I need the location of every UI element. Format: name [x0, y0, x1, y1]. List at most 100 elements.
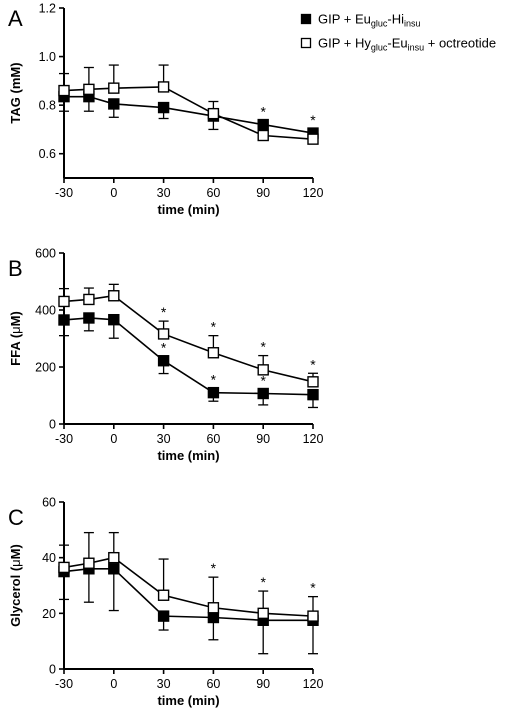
- data-point-open: [108, 82, 120, 94]
- series-filled: [58, 563, 319, 655]
- data-point-open: [207, 107, 220, 120]
- series-line: [63, 86, 314, 140]
- y-tick-label: 0.8: [39, 99, 56, 113]
- y-axis-label-main: Glycerol (: [8, 566, 23, 627]
- series-line: [63, 556, 314, 617]
- data-point-filled: [207, 386, 220, 399]
- significance-marker: *: [161, 304, 167, 320]
- legend-label-open: GIP + Hygluc-Euinsu + octreotide: [318, 36, 496, 53]
- y-axis-label-mu: μ: [8, 559, 23, 567]
- series-line: [63, 567, 313, 622]
- y-axis-label-main: FFA (: [8, 333, 23, 366]
- data-point-open: [108, 290, 120, 302]
- data-point-open: [307, 133, 319, 145]
- y-tick-label: 40: [42, 551, 56, 565]
- x-tick-label: 60: [206, 186, 220, 200]
- x-tick-label: -30: [55, 186, 73, 200]
- data-point-filled: [83, 312, 95, 324]
- data-point-open: [108, 551, 120, 564]
- data-point-open: [157, 328, 170, 340]
- x-tick-label: -30: [55, 432, 73, 446]
- y-tick-label: 200: [35, 361, 56, 375]
- x-tick-label: 120: [303, 677, 324, 691]
- legend-entry-filled: GIP + Eugluc-Hiinsu: [300, 12, 421, 29]
- data-point-open: [257, 607, 269, 620]
- x-tick-label: 0: [110, 432, 117, 446]
- data-point-open: [83, 557, 95, 569]
- significance-marker: *: [310, 356, 316, 372]
- series-open: [58, 531, 319, 622]
- x-tick-label: 0: [110, 186, 117, 200]
- data-point-filled: [257, 387, 269, 400]
- significance-marker: *: [260, 104, 266, 120]
- data-point-filled: [257, 118, 269, 131]
- y-tick-label: 0.6: [39, 147, 56, 161]
- data-point-filled: [157, 355, 170, 367]
- data-point-open: [257, 129, 269, 142]
- data-point-open: [307, 610, 319, 622]
- y-axis-label: Glycerol (μM): [8, 544, 23, 627]
- data-point-open: [157, 589, 170, 601]
- y-axis-label: FFA (μM): [8, 311, 23, 366]
- x-tick-label: 120: [303, 432, 324, 446]
- significance-marker: *: [211, 560, 217, 576]
- significance-marker: *: [260, 373, 266, 389]
- data-point-open: [83, 293, 95, 306]
- data-point-open: [58, 561, 70, 574]
- x-tick-label: 60: [206, 677, 220, 691]
- legend-entry-open: GIP + Hygluc-Euinsu + octreotide: [300, 36, 496, 53]
- significance-marker: *: [211, 372, 217, 388]
- significance-marker: *: [211, 319, 217, 335]
- panels: A 0.6 0.8 1.0 1.2 -30 0 30 60 90 120 time (min) TAG …: [8, 2, 323, 708]
- panel-label: C: [8, 505, 24, 530]
- data-point-open: [58, 295, 70, 308]
- y-tick-label: 1.0: [39, 50, 56, 64]
- y-axis-label-mu: μ: [8, 326, 23, 334]
- data-point-filled: [207, 611, 220, 624]
- series-open: [58, 283, 319, 388]
- y-tick-label: 400: [35, 304, 56, 318]
- significance-marker: *: [260, 574, 266, 590]
- series-filled: [58, 312, 319, 409]
- panel-label: A: [8, 6, 23, 31]
- x-tick-label: 60: [206, 432, 220, 446]
- legend-marker-open-square: [300, 37, 312, 49]
- y-tick-label: 600: [35, 247, 56, 261]
- significance-marker: *: [161, 340, 167, 356]
- series-filled: [58, 90, 319, 139]
- data-point-open: [257, 364, 269, 376]
- data-point-open: [83, 83, 95, 96]
- series-line: [63, 294, 314, 383]
- significance-marker: *: [310, 580, 316, 596]
- x-tick-label: 90: [256, 186, 270, 200]
- significance-marker: *: [310, 112, 316, 128]
- x-tick-label: 0: [110, 677, 117, 691]
- x-tick-label: 120: [303, 186, 324, 200]
- y-axis-label: TAG (mM): [8, 62, 23, 123]
- x-tick-label: 90: [256, 432, 270, 446]
- y-axis-label-tail: M): [8, 311, 23, 326]
- x-axis-label: time (min): [157, 202, 219, 217]
- data-point-filled: [58, 314, 70, 326]
- legend-label-filled: GIP + Eugluc-Hiinsu: [318, 12, 421, 29]
- panel-a: A 0.6 0.8 1.0 1.2 -30 0 30 60 90 120 time (min) TAG …: [8, 2, 323, 218]
- legend: GIP + Eugluc-Hiinsu GIP + Hygluc-Euinsu …: [300, 12, 496, 53]
- series-open: [58, 64, 319, 145]
- y-tick-label: 1.2: [39, 2, 56, 16]
- x-axis-label: time (min): [157, 448, 219, 463]
- data-point-filled: [157, 610, 170, 622]
- y-tick-label: 20: [42, 607, 56, 621]
- panel-label: B: [8, 256, 23, 281]
- data-point-filled: [108, 313, 120, 326]
- y-tick-label: 60: [42, 496, 56, 510]
- data-point-open: [207, 347, 220, 359]
- data-point-open: [58, 84, 70, 97]
- series-line: [63, 317, 314, 396]
- data-point-filled: [108, 563, 120, 575]
- data-point-filled: [157, 101, 170, 114]
- significance-marker: *: [260, 339, 266, 355]
- x-tick-label: 30: [157, 677, 171, 691]
